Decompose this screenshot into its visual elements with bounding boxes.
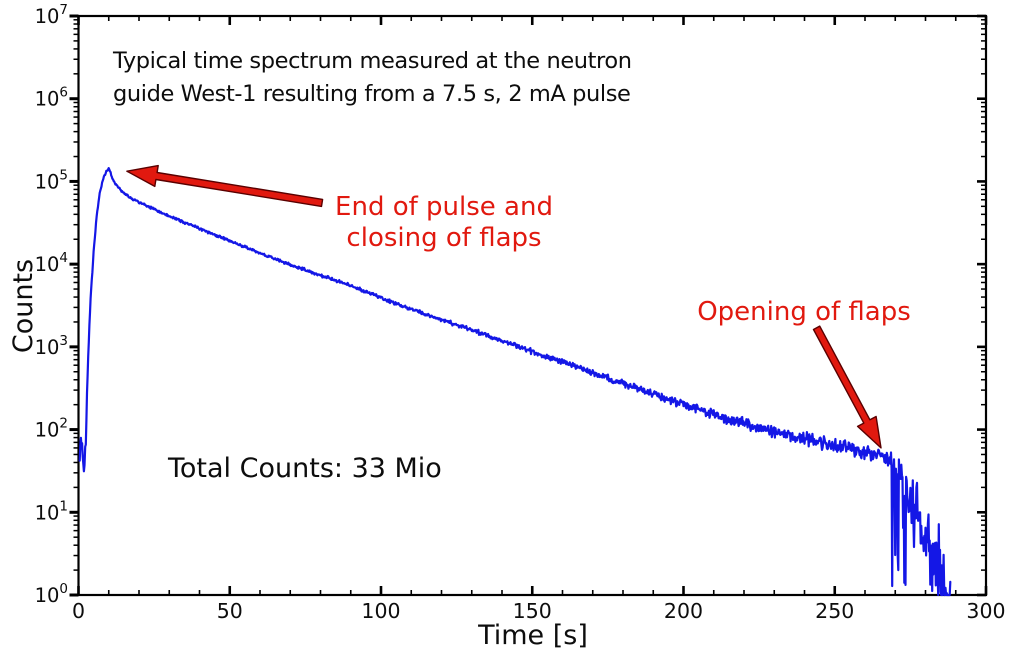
y-tick-label: 106	[35, 85, 68, 111]
arrow-end-of-pulse	[126, 164, 324, 208]
y-axis-title: Counts	[8, 258, 39, 354]
x-tick-label: 150	[513, 599, 552, 623]
y-tick-label: 104	[35, 250, 68, 276]
plot-title: Typical time spectrum measured at the ne…	[113, 45, 632, 111]
x-tick-label: 0	[72, 599, 85, 623]
x-tick-label: 50	[217, 599, 243, 623]
total-counts-label: Total Counts: 33 Mio	[168, 453, 442, 484]
plot-title-line1: Typical time spectrum measured at the ne…	[113, 48, 632, 74]
y-tick-label: 107	[35, 2, 68, 28]
x-tick-label: 300	[966, 599, 1005, 623]
x-tick-label: 200	[664, 599, 703, 623]
plot-title-line2: guide West-1 resulting from a 7.5 s, 2 m…	[113, 81, 631, 107]
y-tick-label: 102	[35, 416, 68, 442]
annotation-end-of-pulse-line1: End of pulse and	[335, 192, 553, 222]
curve-neutron-counts-vs-time	[78, 167, 952, 597]
x-tick-label: 250	[815, 599, 854, 623]
arrow-opening-of-flaps	[812, 325, 882, 449]
x-axis-title: Time [s]	[478, 620, 588, 651]
y-tick-label: 105	[35, 167, 68, 193]
annotation-opening-of-flaps: Opening of flaps	[697, 297, 911, 327]
y-tick-label: 101	[35, 498, 68, 524]
y-tick-label: 100	[35, 581, 68, 607]
annotation-end-of-pulse-line2: closing of flaps	[346, 223, 542, 253]
annotation-end-of-pulse: End of pulse and closing of flaps	[335, 192, 553, 254]
x-tick-label: 100	[361, 599, 400, 623]
y-tick-label: 103	[35, 333, 68, 359]
